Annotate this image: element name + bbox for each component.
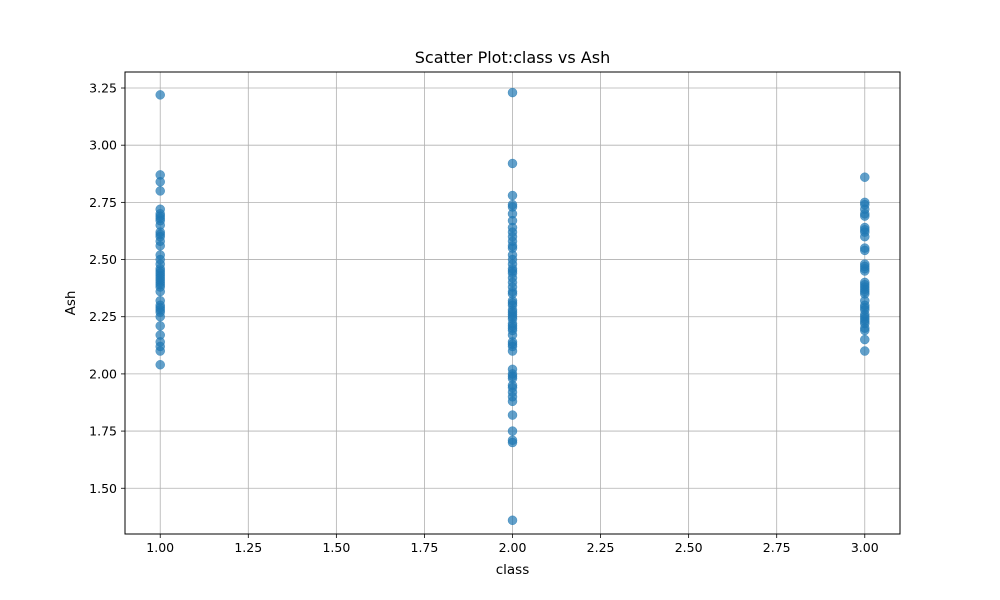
data-point xyxy=(155,302,165,313)
data-point xyxy=(860,243,870,253)
data-point xyxy=(155,90,165,100)
chart-title: Scatter Plot:class vs Ash xyxy=(415,48,610,67)
data-point xyxy=(155,321,165,331)
data-point xyxy=(860,279,870,290)
data-point xyxy=(507,241,518,251)
data-point xyxy=(507,311,518,322)
y-tick-label: 2.25 xyxy=(89,309,117,324)
data-point xyxy=(860,211,870,221)
data-point xyxy=(860,325,870,336)
x-tick-label: 1.75 xyxy=(411,540,439,555)
y-tick-label: 2.00 xyxy=(89,366,117,381)
data-point xyxy=(507,437,518,448)
data-point xyxy=(155,360,165,370)
y-tick-label: 3.25 xyxy=(89,81,117,96)
data-point xyxy=(507,298,518,308)
data-point xyxy=(860,346,870,356)
x-tick-label: 1.00 xyxy=(146,540,174,555)
data-point xyxy=(860,172,870,182)
data-point xyxy=(507,158,518,169)
data-point xyxy=(507,259,518,269)
data-point xyxy=(155,311,165,322)
data-point xyxy=(860,199,870,210)
data-point xyxy=(507,396,518,407)
data-point xyxy=(507,87,518,98)
data-point xyxy=(507,410,518,420)
data-point xyxy=(507,222,518,233)
y-tick-label: 3.00 xyxy=(89,138,117,153)
data-point xyxy=(155,177,165,187)
data-point xyxy=(507,289,518,299)
y-tick-label: 1.50 xyxy=(89,481,117,496)
data-point xyxy=(507,371,518,381)
data-point xyxy=(507,268,518,279)
data-point xyxy=(507,190,518,201)
x-tick-label: 2.75 xyxy=(763,540,791,555)
y-tick-label: 1.75 xyxy=(89,424,117,439)
data-point xyxy=(860,314,870,324)
x-tick-label: 2.00 xyxy=(499,540,527,555)
y-axis: 1.50 1.75 2.00 2.25 2.50 2.75 3.00 3.25 xyxy=(89,81,125,496)
data-point xyxy=(155,215,165,226)
data-point xyxy=(155,236,165,246)
points-layer xyxy=(155,87,870,526)
y-tick-label: 2.75 xyxy=(89,195,117,210)
data-point xyxy=(155,186,165,196)
x-axis-label: class xyxy=(496,562,530,578)
data-point xyxy=(507,515,518,526)
data-point xyxy=(860,261,870,272)
x-tick-label: 1.50 xyxy=(322,540,350,555)
data-point xyxy=(860,225,870,235)
data-point xyxy=(155,346,165,356)
y-tick-label: 2.50 xyxy=(89,252,117,267)
y-axis-label: Ash xyxy=(63,291,79,316)
data-point xyxy=(507,321,518,331)
data-point xyxy=(860,334,870,345)
x-axis: 1.00 1.25 1.50 1.75 2.00 2.25 2.50 2.75 3.00 xyxy=(146,534,879,555)
data-point xyxy=(155,279,165,290)
data-point xyxy=(507,426,518,436)
x-tick-label: 3.00 xyxy=(851,540,879,555)
x-tick-label: 2.25 xyxy=(587,540,615,555)
data-point xyxy=(507,339,518,349)
x-tick-label: 2.50 xyxy=(675,540,703,555)
data-point xyxy=(155,268,165,279)
x-tick-label: 1.25 xyxy=(234,540,262,555)
data-point xyxy=(860,302,870,313)
